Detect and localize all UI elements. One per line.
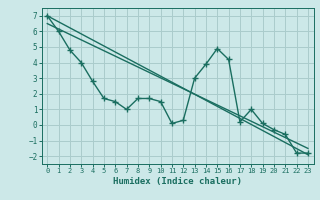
X-axis label: Humidex (Indice chaleur): Humidex (Indice chaleur)	[113, 177, 242, 186]
